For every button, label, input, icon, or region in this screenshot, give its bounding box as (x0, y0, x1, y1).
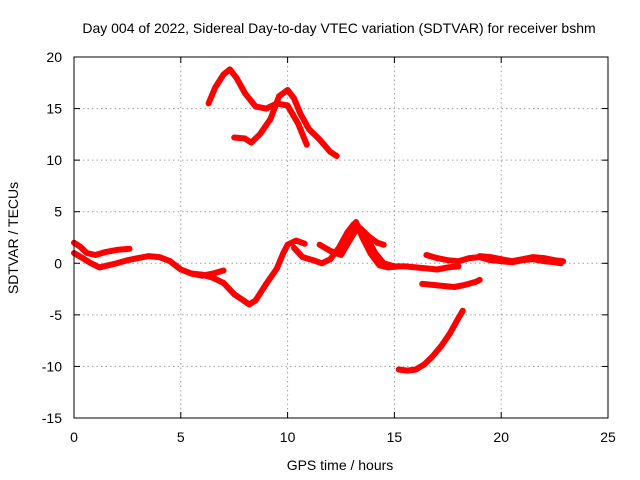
x-tick-label: 25 (600, 429, 616, 445)
y-tick-label: 10 (46, 152, 62, 168)
series-arc-12 (476, 253, 567, 265)
y-tick-label: -10 (42, 358, 62, 374)
y-tick-label: 0 (54, 255, 62, 271)
series-arc-11 (395, 307, 466, 374)
y-tick-label: -5 (50, 307, 63, 323)
y-tick-label: 5 (54, 204, 62, 220)
series-arc-4 (205, 66, 310, 148)
y-tick-label: 20 (46, 49, 62, 65)
x-tick-label: 15 (387, 429, 403, 445)
x-tick-label: 0 (70, 429, 78, 445)
y-tick-label: 15 (46, 101, 62, 117)
chart-title: Day 004 of 2022, Sidereal Day-to-day VTE… (82, 20, 595, 36)
series-arc-6 (291, 221, 387, 267)
y-tick-label: -15 (42, 410, 62, 426)
x-tick-label: 10 (280, 429, 296, 445)
x-tick-label: 5 (177, 429, 185, 445)
series-arc-1 (71, 239, 133, 258)
series-arc-3 (188, 267, 227, 279)
plot-frame (73, 56, 609, 419)
series-arc-8 (353, 219, 402, 271)
x-tick-label: 20 (493, 429, 509, 445)
series-arc-10 (419, 276, 483, 290)
data-series (71, 66, 567, 374)
x-axis-label: GPS time / hours (287, 457, 394, 473)
y-axis-label: SDTVAR / TECUs (5, 182, 21, 294)
grid (74, 57, 608, 418)
series-arc-5 (231, 87, 340, 159)
axis-ticks: 0 5 10 15 20 25 -15 -10 -5 0 5 10 15 20 (42, 49, 616, 445)
